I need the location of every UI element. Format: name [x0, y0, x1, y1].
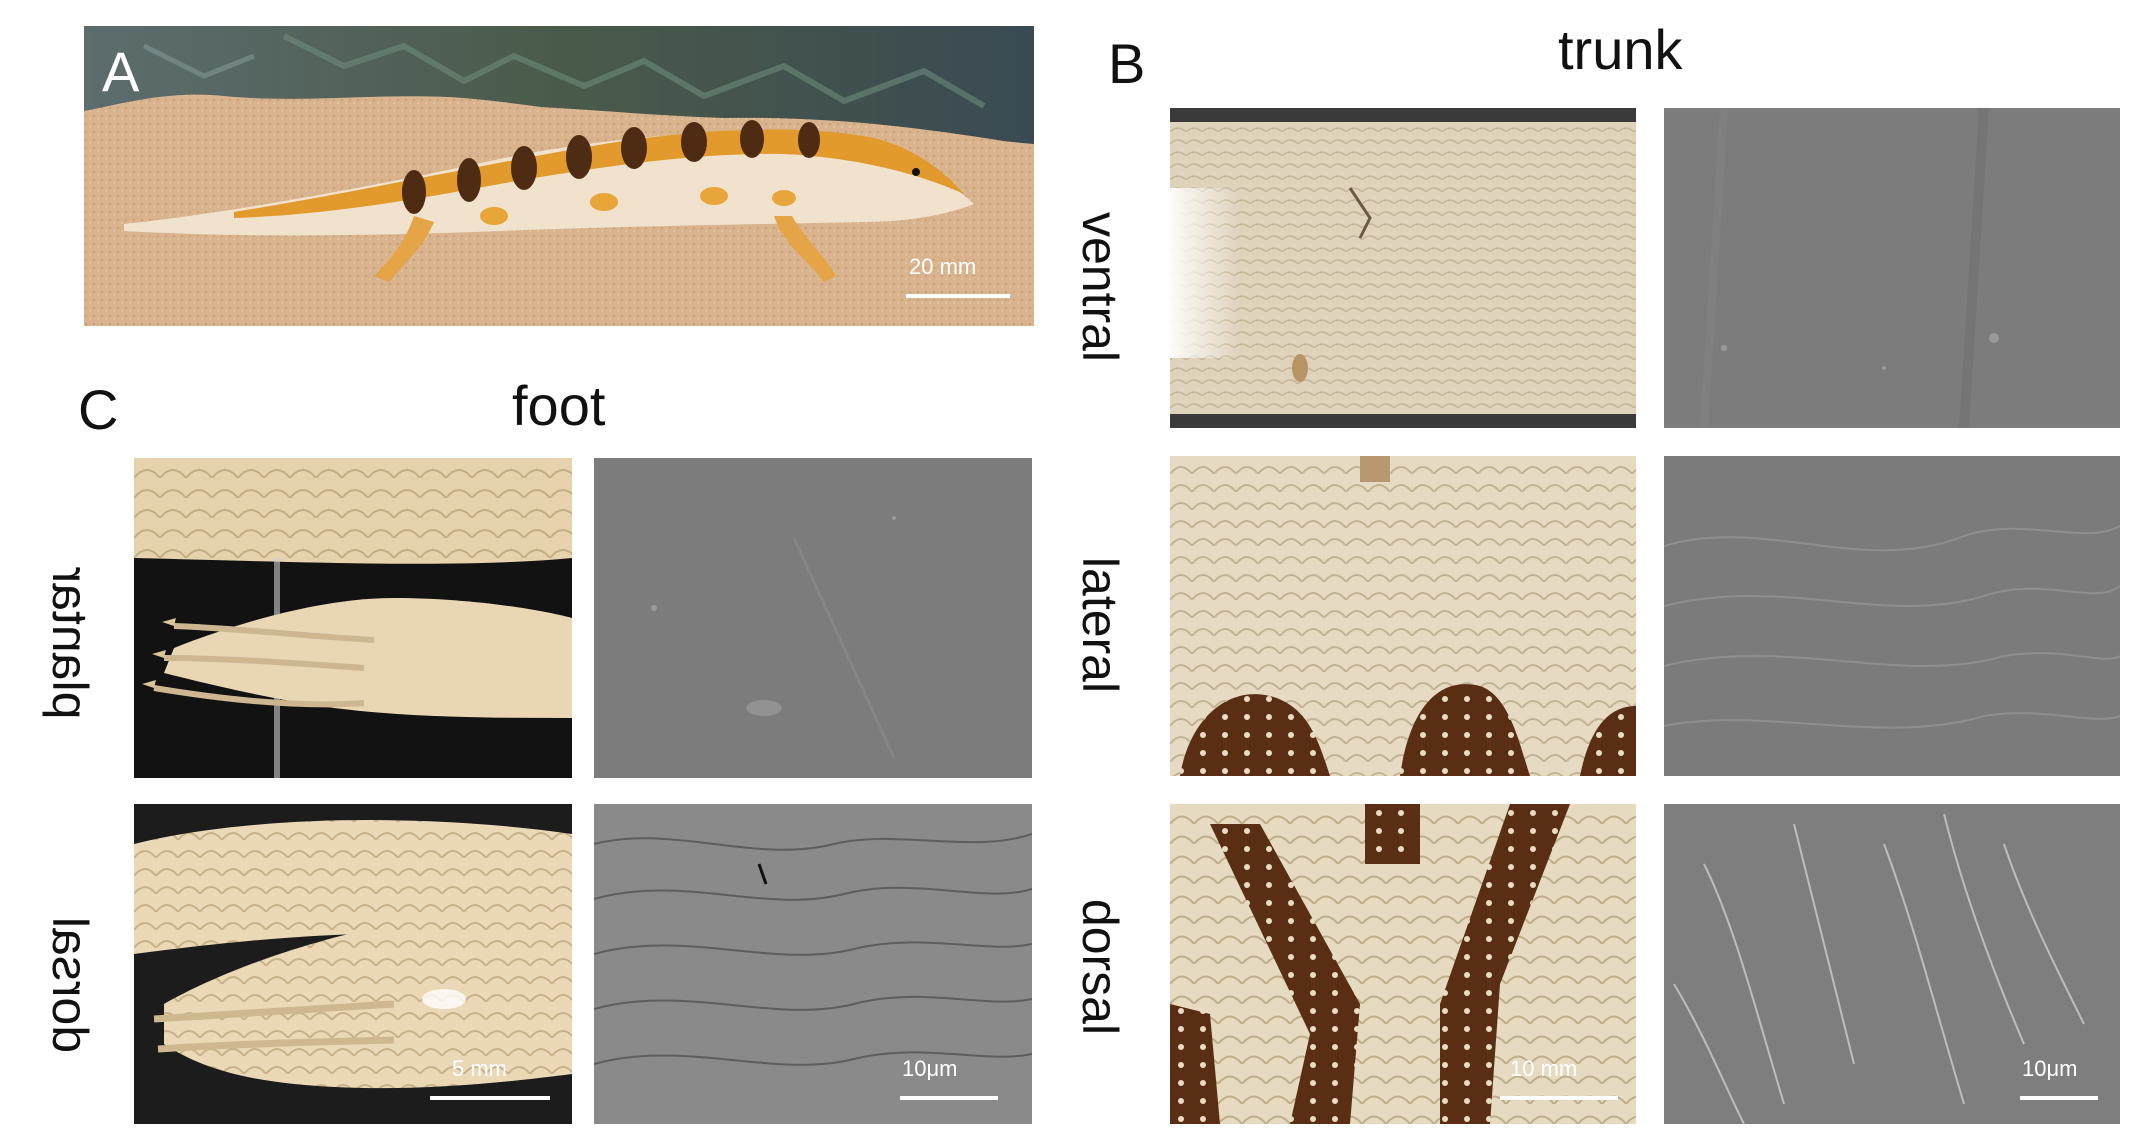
panel-b-letter: B — [1108, 32, 1146, 95]
foot-plantar-label: plantar — [42, 566, 98, 720]
trunk-lateral-label: lateral — [1072, 556, 1128, 694]
sandfish-lizard-image — [84, 26, 1034, 326]
trunk-ventral-sem — [1664, 108, 2120, 428]
trunk-dorsal-label: dorsal — [1072, 898, 1128, 1036]
panel-a-scale-bar — [906, 294, 1010, 298]
trunk-lateral-sem — [1664, 456, 2120, 776]
foot-dorsal-sem: 10μm — [594, 804, 1032, 1124]
foot-dorsal-label: dorsal — [42, 916, 98, 1054]
panel-a-letter: A — [102, 40, 140, 103]
panel-c-title: foot — [512, 374, 606, 437]
plantar-foot-image — [134, 458, 572, 778]
foot-plantar-sem — [594, 458, 1032, 778]
dorsal-sem-image — [1664, 804, 2120, 1124]
foot-dorsal-sem-image — [594, 804, 1032, 1124]
lizard — [124, 120, 974, 282]
trunk-ventral-photo — [1170, 108, 1636, 428]
plantar-sem-image — [594, 458, 1032, 778]
ventral-sem-image — [1664, 108, 2120, 428]
trunk-sem-scale-bar — [2020, 1096, 2098, 1100]
foot-sem-scale-label: 10μm — [902, 1056, 958, 1081]
foot-photo-scale-bar — [430, 1096, 550, 1100]
dorsal-foot-image — [134, 804, 572, 1124]
lateral-sem-image — [1664, 456, 2120, 776]
panel-a-scale-label: 20 mm — [909, 254, 977, 279]
panel-b-title: trunk — [1558, 18, 1683, 81]
ventral-scales-image — [1170, 108, 1636, 428]
trunk-photo-scale-bar — [1500, 1096, 1618, 1100]
trunk-ventral-label: ventral — [1072, 211, 1128, 363]
trunk-sem-scale-label: 10μm — [2022, 1056, 2078, 1081]
foot-photo-scale-label: 5 mm — [452, 1056, 507, 1081]
panel-c-letter: C — [78, 378, 119, 441]
lateral-scales-image — [1170, 456, 1636, 776]
foot-sem-scale-bar — [900, 1096, 998, 1100]
foot-dorsal-photo: 5 mm — [134, 804, 572, 1124]
trunk-photo-scale-label: 10 mm — [1510, 1056, 1578, 1081]
trunk-dorsal-photo: 10 mm — [1170, 804, 1636, 1124]
trunk-dorsal-sem: 10μm — [1664, 804, 2120, 1124]
dorsal-scales-image — [1170, 804, 1636, 1124]
foot-plantar-photo — [134, 458, 572, 778]
trunk-lateral-photo — [1170, 456, 1636, 776]
panel-a-photo: A 20 mm — [84, 26, 1034, 326]
